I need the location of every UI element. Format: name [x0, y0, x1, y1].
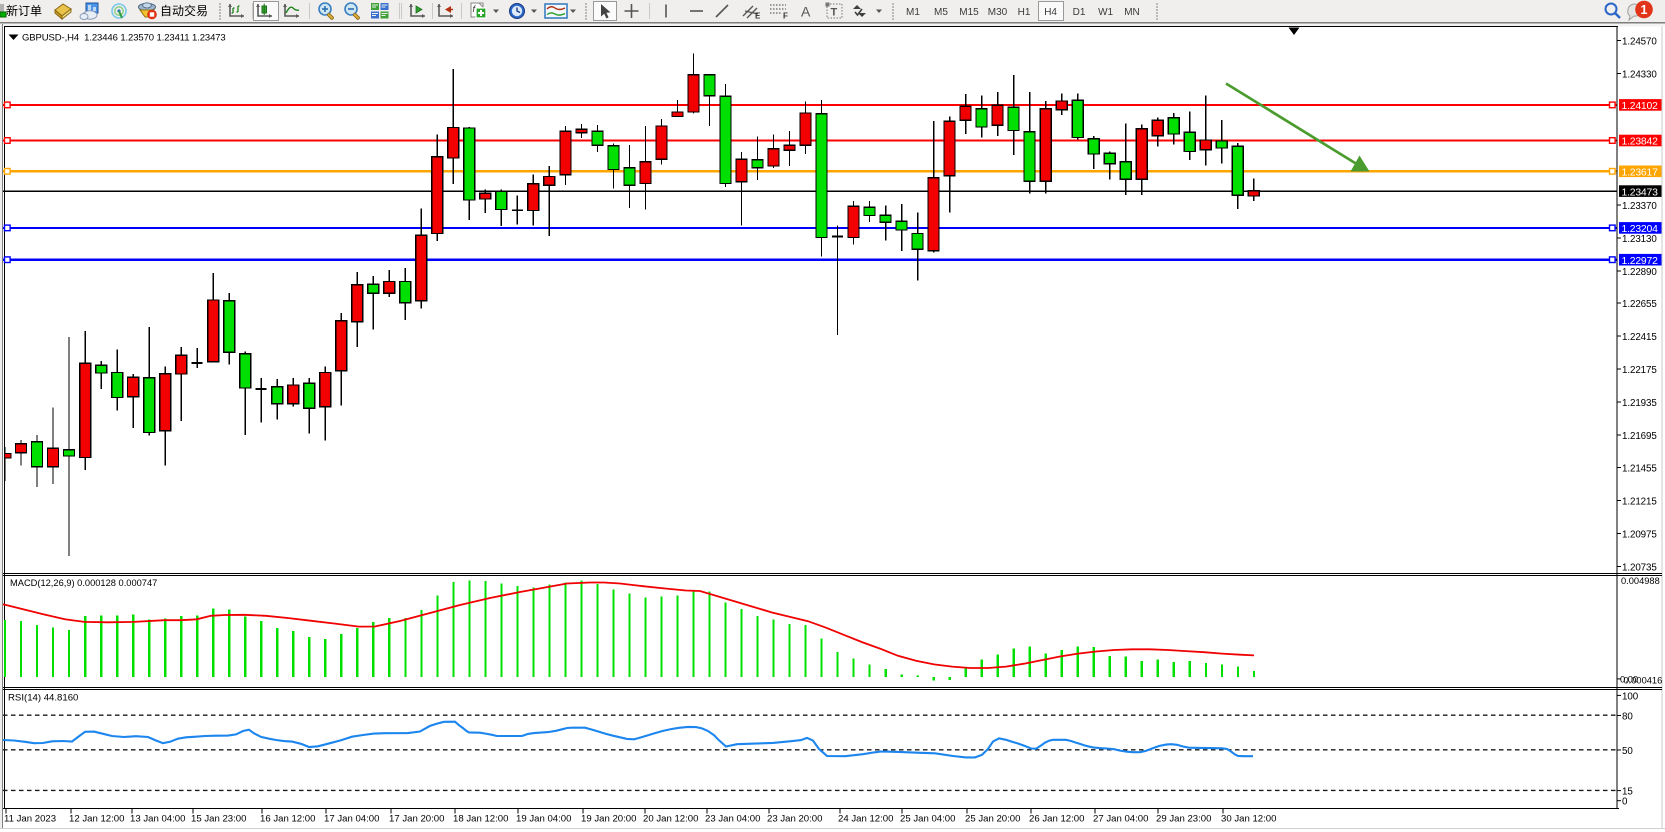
svg-text:100: 100: [1622, 691, 1639, 702]
svg-text:1.22175: 1.22175: [1622, 365, 1657, 376]
svg-text:H1: H1: [1018, 7, 1031, 18]
svg-text:23 Jan 04:00: 23 Jan 04:00: [705, 814, 760, 825]
svg-text:M30: M30: [988, 7, 1008, 18]
svg-text:1.24102: 1.24102: [1622, 101, 1659, 112]
svg-text:1.22890: 1.22890: [1622, 267, 1657, 278]
svg-text:MN: MN: [1124, 7, 1140, 18]
svg-text:11 Jan 2023: 11 Jan 2023: [4, 814, 56, 825]
svg-text:25 Jan 04:00: 25 Jan 04:00: [900, 814, 955, 825]
svg-text:1: 1: [1641, 3, 1648, 17]
svg-text:1.22655: 1.22655: [1622, 299, 1657, 310]
svg-text:1.24330: 1.24330: [1622, 70, 1657, 81]
svg-text:1.23617: 1.23617: [1622, 168, 1659, 179]
svg-text:27 Jan 04:00: 27 Jan 04:00: [1093, 814, 1148, 825]
svg-text:50: 50: [1622, 746, 1633, 757]
svg-text:18 Jan 12:00: 18 Jan 12:00: [453, 814, 508, 825]
svg-text:T: T: [831, 7, 838, 19]
svg-text:19 Jan 20:00: 19 Jan 20:00: [581, 814, 636, 825]
svg-text:M1: M1: [906, 7, 920, 18]
svg-text:1.21215: 1.21215: [1622, 497, 1657, 508]
svg-text:1.23842: 1.23842: [1622, 137, 1659, 148]
svg-text:M15: M15: [959, 7, 979, 18]
svg-text:1.22972: 1.22972: [1622, 256, 1659, 267]
svg-text:F: F: [783, 12, 788, 21]
svg-text:12 Jan 12:00: 12 Jan 12:00: [69, 814, 124, 825]
svg-text:23 Jan 20:00: 23 Jan 20:00: [767, 814, 822, 825]
svg-text:15: 15: [1622, 787, 1633, 798]
svg-text:16 Jan 12:00: 16 Jan 12:00: [260, 814, 315, 825]
svg-text:新订单: 新订单: [6, 3, 42, 18]
svg-text:1.23473: 1.23473: [1622, 187, 1659, 198]
svg-text:0.000416: 0.000416: [1624, 675, 1663, 685]
svg-text:GBPUSD-,H4 1.23446 1.23570 1.: GBPUSD-,H4 1.23446 1.23570 1.23411 1.234…: [22, 33, 226, 44]
svg-text:1.21935: 1.21935: [1622, 398, 1657, 409]
svg-text:1.22415: 1.22415: [1622, 332, 1657, 343]
svg-text:W1: W1: [1098, 7, 1113, 18]
svg-text:f: f: [473, 4, 477, 14]
svg-text:19 Jan 04:00: 19 Jan 04:00: [516, 814, 571, 825]
svg-text:25 Jan 20:00: 25 Jan 20:00: [965, 814, 1020, 825]
svg-text:17 Jan 04:00: 17 Jan 04:00: [324, 814, 379, 825]
svg-text:RSI(14) 44.8160: RSI(14) 44.8160: [8, 693, 78, 704]
svg-text:A: A: [801, 4, 811, 20]
svg-text:17 Jan 20:00: 17 Jan 20:00: [389, 814, 444, 825]
svg-text:1.23370: 1.23370: [1622, 201, 1657, 212]
svg-text:1.20975: 1.20975: [1622, 530, 1657, 541]
svg-text:13 Jan 04:00: 13 Jan 04:00: [130, 814, 185, 825]
svg-text:1.23204: 1.23204: [1622, 224, 1659, 235]
svg-text:24 Jan 12:00: 24 Jan 12:00: [838, 814, 893, 825]
svg-text:H4: H4: [1044, 7, 1057, 18]
svg-text:26 Jan 12:00: 26 Jan 12:00: [1029, 814, 1084, 825]
svg-text:1.24570: 1.24570: [1622, 37, 1657, 48]
svg-text:D1: D1: [1073, 7, 1086, 18]
svg-text:自动交易: 自动交易: [160, 3, 208, 18]
svg-text:E: E: [755, 12, 761, 21]
svg-text:29 Jan 23:00: 29 Jan 23:00: [1156, 814, 1211, 825]
svg-text:1.21695: 1.21695: [1622, 431, 1657, 442]
svg-text:0.00: 0.00: [1620, 674, 1638, 684]
svg-text:MACD(12,26,9) 0.000128 0.00074: MACD(12,26,9) 0.000128 0.000747: [10, 578, 157, 588]
svg-text:0.004988: 0.004988: [1621, 576, 1660, 586]
svg-text:M5: M5: [934, 7, 948, 18]
svg-text:1.20735: 1.20735: [1622, 562, 1657, 573]
svg-text:80: 80: [1622, 712, 1633, 723]
svg-text:1.21455: 1.21455: [1622, 464, 1657, 475]
svg-text:30 Jan 12:00: 30 Jan 12:00: [1221, 814, 1276, 825]
svg-text:1.23130: 1.23130: [1622, 234, 1657, 245]
svg-text:0: 0: [1622, 797, 1628, 808]
svg-text:15 Jan 23:00: 15 Jan 23:00: [191, 814, 246, 825]
svg-text:20 Jan 12:00: 20 Jan 12:00: [643, 814, 698, 825]
